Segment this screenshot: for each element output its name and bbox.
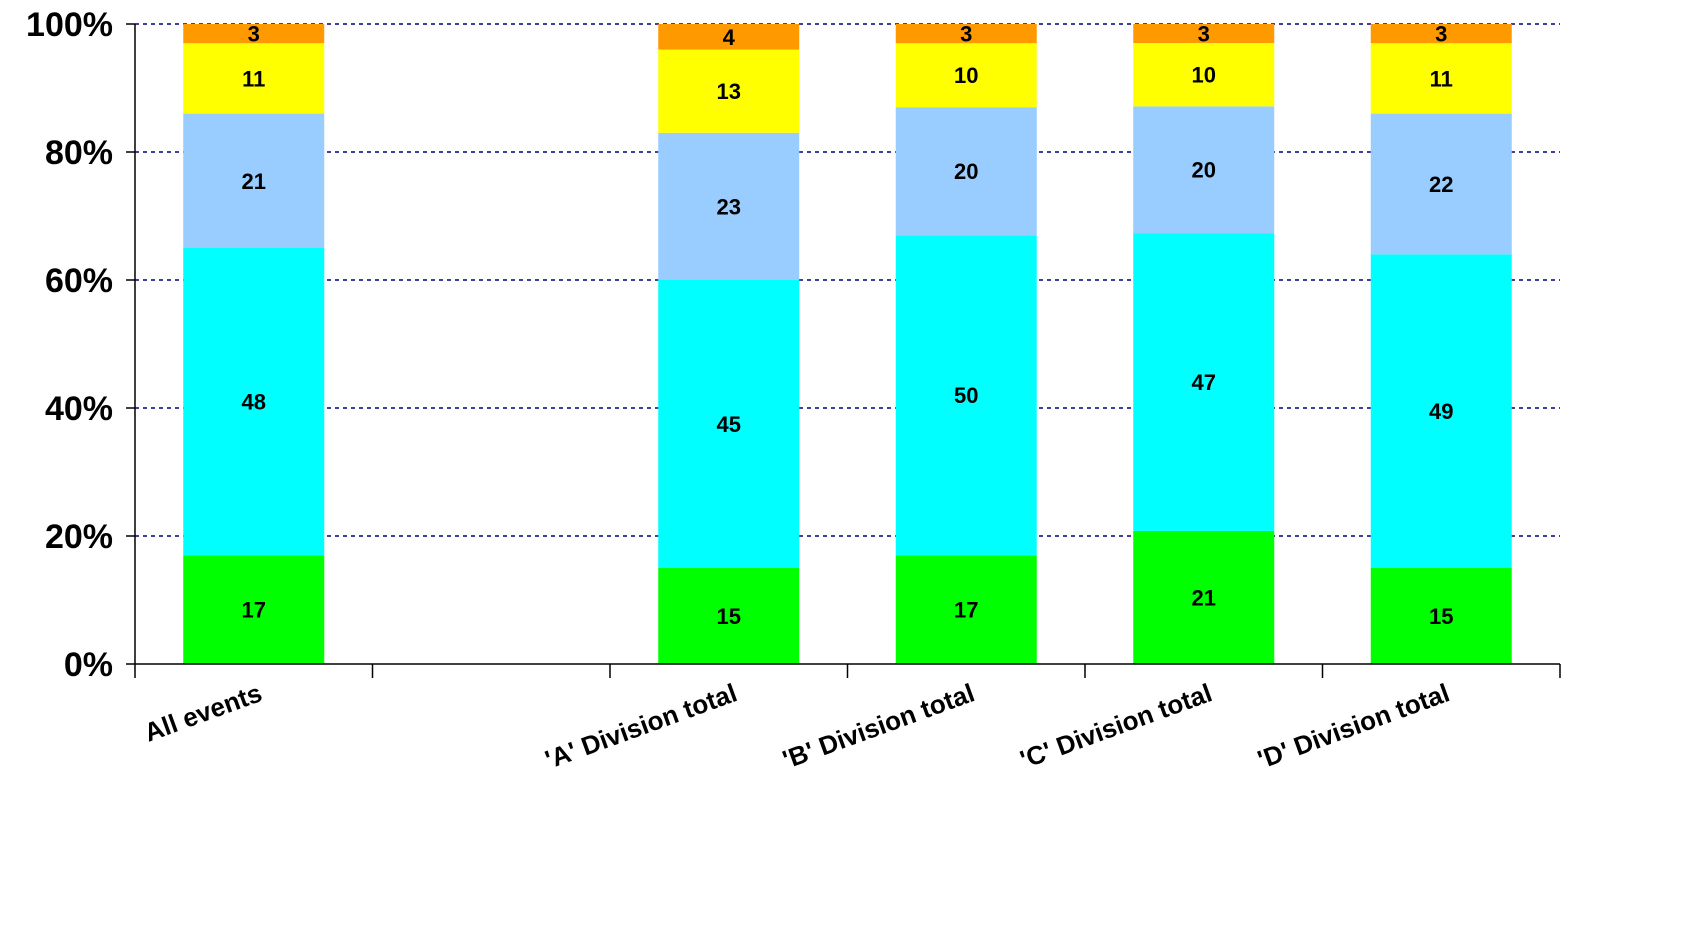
data-label: 3 — [248, 22, 260, 47]
y-tick-label: 20% — [45, 518, 113, 556]
bar-segment — [895, 24, 1037, 44]
bar-segment — [1370, 113, 1512, 255]
y-tick-label: 0% — [64, 646, 113, 684]
data-label: 13 — [717, 79, 741, 104]
data-label: 11 — [1430, 66, 1453, 91]
data-label: 10 — [954, 63, 978, 88]
bar-segment — [658, 24, 800, 50]
bar-segment — [895, 43, 1037, 108]
gridlines — [135, 23, 1560, 537]
data-label: 15 — [1429, 604, 1453, 629]
x-tick-label: 'B' Division total — [779, 677, 979, 774]
y-tick-label: 60% — [45, 262, 113, 300]
bar-segment — [183, 24, 325, 44]
bar-segment — [1370, 254, 1512, 568]
data-label: 10 — [1192, 63, 1216, 88]
bar-segment — [658, 132, 800, 280]
bars — [183, 24, 1512, 664]
data-label: 20 — [1192, 158, 1216, 183]
bar-segment — [1370, 568, 1512, 664]
y-tick-label: 40% — [45, 390, 113, 428]
y-tick-label: 100% — [26, 6, 113, 44]
bar-segment — [183, 555, 325, 664]
bar-segment — [1133, 24, 1275, 44]
data-labels: 17 48 21 11 3 15 45 23 13 4 17 50 20 10 3 21 47 20 10 3 15 49… — [242, 22, 1454, 629]
data-label: 45 — [717, 412, 741, 437]
data-label: 49 — [1429, 399, 1453, 424]
data-label: 21 — [1192, 585, 1216, 610]
x-tick-label: All events — [140, 677, 266, 747]
bar-segment — [183, 248, 325, 556]
data-label: 15 — [717, 604, 741, 629]
data-label: 11 — [242, 66, 265, 91]
bar-segment — [1133, 530, 1275, 664]
data-label: 20 — [954, 159, 978, 184]
x-tick-label: 'C' Division total — [1016, 677, 1216, 774]
data-label: 3 — [1198, 22, 1210, 47]
bar-segment — [1370, 43, 1512, 114]
x-tick-label: 'D' Division total — [1254, 677, 1454, 774]
x-tick-label: 'A' Division total — [541, 677, 741, 774]
data-label: 47 — [1192, 370, 1216, 395]
data-label: 17 — [242, 598, 266, 623]
bar-segment — [658, 568, 800, 664]
bar-segment — [1370, 24, 1512, 44]
bar-segment — [895, 555, 1037, 664]
data-label: 22 — [1429, 172, 1453, 197]
bar-segment — [895, 107, 1037, 236]
data-label: 17 — [954, 598, 978, 623]
data-label: 23 — [717, 194, 741, 219]
data-label: 50 — [954, 383, 978, 408]
bar-segment — [1133, 233, 1275, 531]
bar-segment — [1133, 43, 1275, 107]
bar-segment — [895, 235, 1037, 556]
bar-segment — [183, 113, 325, 248]
bar-segment — [183, 43, 325, 114]
data-label: 3 — [1435, 22, 1447, 47]
data-label: 48 — [242, 390, 266, 415]
y-tick-label: 80% — [45, 134, 113, 172]
data-label: 3 — [960, 22, 972, 47]
bar-segment — [1133, 106, 1275, 234]
data-label: 4 — [723, 25, 736, 50]
bar-segment — [658, 280, 800, 568]
data-label: 21 — [242, 169, 266, 194]
bar-segment — [658, 49, 800, 133]
